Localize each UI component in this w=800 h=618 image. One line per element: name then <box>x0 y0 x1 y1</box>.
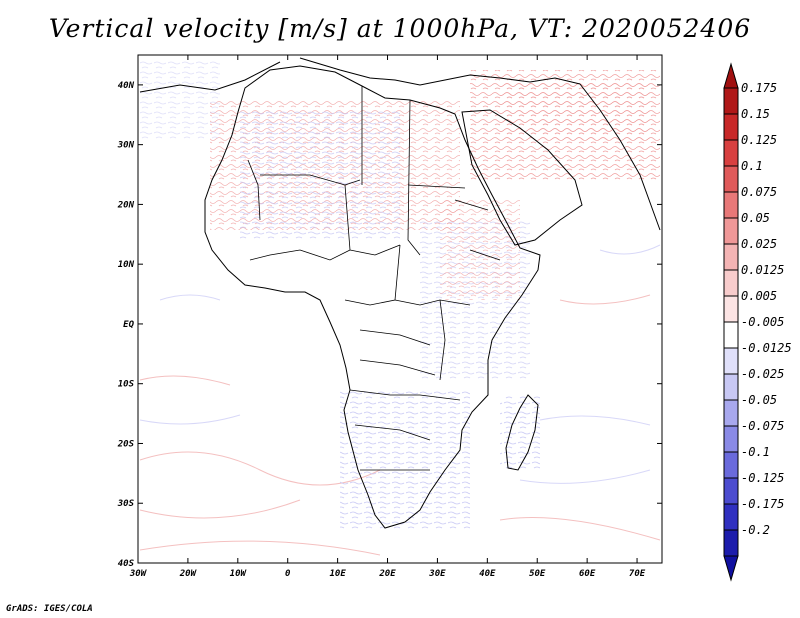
lon-tick-label: 70E <box>629 569 646 579</box>
colorbar-swatch <box>723 321 739 349</box>
colorbar-top-cap <box>723 62 739 89</box>
lat-tick-label: 30S <box>117 499 135 509</box>
lon-tick-label: 60E <box>579 569 596 579</box>
colorbar-label: -0.075 <box>741 419 784 433</box>
lon-tick-label: 30E <box>428 569 446 579</box>
colorbar-label: 0.075 <box>741 185 777 199</box>
lat-axis: 40N 30N 20N 10N EQ 10S 20S 30S 40S <box>117 81 662 569</box>
lat-tick-label: 40S <box>118 559 135 569</box>
colorbar-swatch <box>723 347 739 375</box>
colorbar-label: -0.025 <box>741 367 784 381</box>
lon-tick-label: 0 <box>285 569 291 579</box>
map-title: Vertical velocity [m/s] at 1000hPa, VT: … <box>48 14 752 43</box>
field-texture <box>139 60 661 556</box>
colorbar-label: -0.1 <box>741 445 770 459</box>
colorbar-swatch <box>723 165 739 193</box>
country-borders <box>247 86 501 471</box>
lon-tick-label: 40E <box>479 569 496 579</box>
colorbar-label: 0.125 <box>741 133 777 147</box>
lon-tick-label: 30W <box>129 569 148 579</box>
colorbar-label: -0.125 <box>741 471 784 485</box>
grads-credit: GrADS: IGES/COLA <box>6 604 93 614</box>
colorbar-label: 0.05 <box>741 211 770 225</box>
lat-tick-label: 30N <box>117 141 135 151</box>
lon-axis: 30W 20W 10W 0 10E 20E 30E 40E 50E 60E 70E <box>129 55 646 579</box>
colorbar-label: -0.05 <box>741 393 777 407</box>
lat-tick-label: 40N <box>118 81 135 91</box>
lon-tick-label: 20E <box>378 569 396 579</box>
madagascar <box>505 394 539 471</box>
arabia <box>461 109 583 246</box>
colorbar: 0.175 0.15 0.125 0.1 0.075 0.05 0.025 0.0125 0.0… <box>723 62 792 582</box>
colorbar-swatch <box>723 191 739 219</box>
lon-tick-label: 20W <box>179 569 198 579</box>
colorbar-swatch <box>723 139 739 167</box>
colorbar-label: -0.0125 <box>741 341 792 355</box>
colorbar-swatch <box>723 425 739 453</box>
colorbar-label: 0.005 <box>741 289 777 303</box>
lat-tick-label: 20S <box>117 439 135 449</box>
colorbar-swatch <box>723 217 739 245</box>
lon-tick-label: 10E <box>329 569 346 579</box>
lat-tick-label: 10S <box>118 380 135 390</box>
colorbar-swatch <box>723 243 739 271</box>
lat-tick-label: EQ <box>123 320 134 330</box>
colorbar-swatch <box>723 451 739 479</box>
colorbar-swatch <box>723 269 739 297</box>
lat-tick-label: 10N <box>118 260 135 270</box>
lat-tick-label: 20N <box>117 200 135 210</box>
colorbar-swatch <box>723 503 739 531</box>
colorbar-label: -0.2 <box>741 523 770 537</box>
colorbar-label: -0.175 <box>741 497 784 511</box>
colorbar-label: 0.025 <box>741 237 777 251</box>
colorbar-swatch <box>723 529 739 557</box>
colorbar-bottom-cap <box>723 555 739 582</box>
colorbar-label: -0.005 <box>741 315 784 329</box>
europe-asia-coast <box>139 57 661 231</box>
colorbar-swatch <box>723 373 739 401</box>
colorbar-swatch <box>723 477 739 505</box>
lon-tick-label: 10W <box>230 569 248 579</box>
colorbar-swatch <box>723 113 739 141</box>
colorbar-swatch <box>723 87 739 115</box>
colorbar-label: 0.1 <box>741 159 763 173</box>
colorbar-swatch <box>723 399 739 427</box>
colorbar-swatch <box>723 295 739 323</box>
lon-tick-label: 50E <box>529 569 546 579</box>
colorbar-label: 0.0125 <box>741 263 784 277</box>
africa-coastline <box>204 65 541 529</box>
colorbar-label: 0.175 <box>741 81 777 95</box>
colorbar-label: 0.15 <box>741 107 770 121</box>
